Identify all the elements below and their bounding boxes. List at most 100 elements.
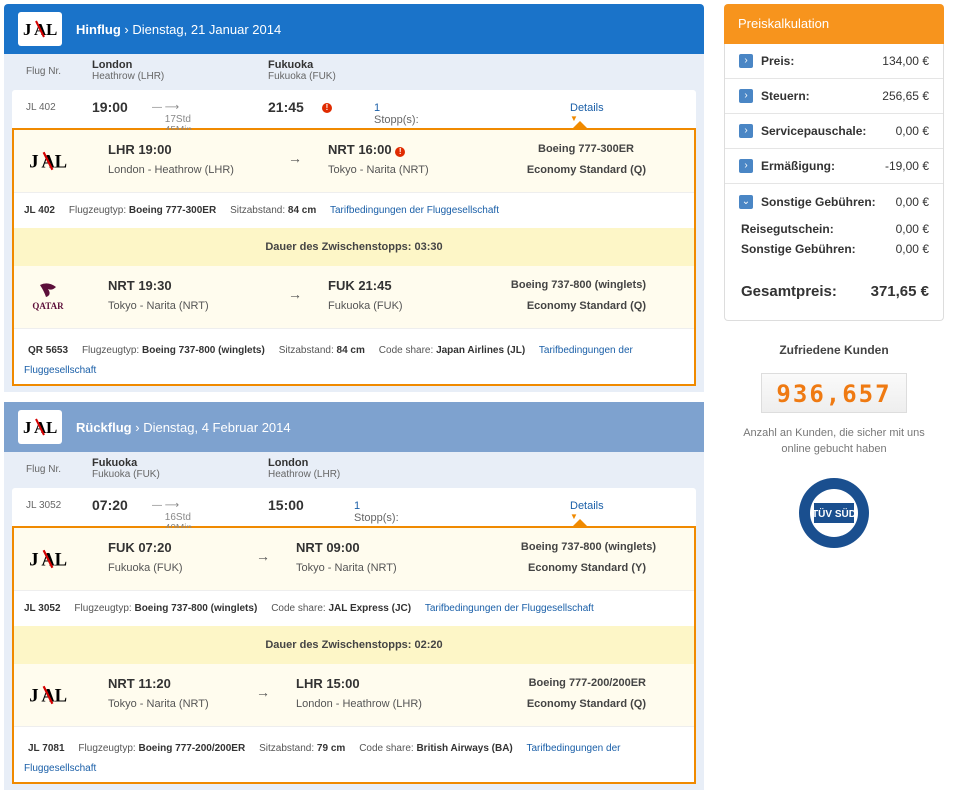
segment-info: JL 7081 Flugzeugtyp: Boeing 777-200/200E… — [14, 726, 694, 782]
triangle-down-icon: ▼ — [570, 114, 578, 123]
flight-code: JL 402 — [26, 102, 56, 113]
price-label: Ermäßigung: — [761, 159, 835, 173]
fare-rules-link[interactable]: Tarifbedingungen der Fluggesellschaft — [24, 743, 621, 774]
price-row-steuern[interactable]: › Steuern: 256,65 € — [725, 79, 943, 114]
segment-info: QR 5653 Flugzeugtyp: Boeing 737-800 (win… — [14, 328, 694, 384]
segment-departure-city: Fukuoka (FUK) — [108, 562, 183, 574]
chevron-right-icon[interactable]: › — [739, 124, 753, 138]
departure-time: 07:20 — [92, 497, 128, 513]
price-row-preis[interactable]: › Preis: 134,00 € — [725, 44, 943, 79]
price-row-other-fees[interactable]: ⌄ Sonstige Gebühren: 0,00 € — [725, 184, 943, 219]
outbound-summary[interactable]: JL 402 19:00 — 17Std 45Min ⟶ 21:45 ! Sto… — [12, 90, 696, 136]
stopover-duration: Dauer des Zwischenstopps: 03:30 — [14, 228, 694, 266]
stops-count-link[interactable]: 1 — [374, 102, 381, 114]
jal-logo: JAL — [26, 542, 70, 576]
sub-label: Reisegutschein: — [741, 222, 834, 236]
segment-departure-city: Tokyo - Narita (NRT) — [108, 300, 209, 312]
flight-number-label: Flug Nr. — [26, 66, 62, 77]
segment-departure-city: London - Heathrow (LHR) — [108, 164, 234, 176]
segment-aircraft: Boeing 777-300ER — [538, 143, 634, 155]
chevron-right-icon[interactable]: › — [739, 89, 753, 103]
segment: JAL LHR 19:00 London - Heathrow (LHR) → … — [14, 130, 694, 192]
fare-rules-link[interactable]: Tarifbedingungen der Fluggesellschaft — [24, 345, 633, 376]
fare-rules-link[interactable]: Tarifbedingungen der Fluggesellschaft — [329, 205, 499, 216]
return-title: Rückflug › Dienstag, 4 Februar 2014 — [76, 419, 291, 435]
price-value: 0,00 € — [895, 194, 929, 209]
jal-logo: JAL — [26, 678, 70, 712]
svg-text:L: L — [55, 550, 67, 570]
svg-text:L: L — [46, 418, 57, 437]
segment-class: Economy Standard (Q) — [526, 164, 646, 176]
segment-arrival: NRT 09:00 — [296, 540, 360, 555]
arrow-right-icon: → — [288, 150, 302, 166]
itinerary-column: JAL Hinflug › Dienstag, 21 Januar 2014 F… — [4, 4, 704, 790]
chevron-down-icon[interactable]: ⌄ — [739, 194, 753, 209]
segment-aircraft: Boeing 737-800 (winglets) — [510, 279, 646, 291]
chevron-right-icon[interactable]: › — [739, 54, 753, 68]
sidebar: Preiskalkulation › Preis: 134,00 € › Ste… — [724, 4, 944, 549]
price-calc-panel: › Preis: 134,00 € › Steuern: 256,65 € › … — [724, 44, 944, 321]
stops-count-link[interactable]: 1 — [354, 500, 361, 512]
details-toggle[interactable]: ▼ Details — [570, 500, 604, 521]
details-toggle[interactable]: ▼ Details — [570, 102, 604, 123]
price-row-discount[interactable]: › Ermäßigung: -19,00 € — [725, 149, 943, 184]
price-label: Steuern: — [761, 89, 810, 103]
segment: JAL NRT 11:20 Tokyo - Narita (NRT) → LHR… — [14, 664, 694, 726]
warning-icon: ! — [395, 147, 406, 157]
total-label: Gesamtpreis: — [741, 283, 837, 300]
svg-text:J: J — [29, 550, 38, 570]
segment-arrival-city: Fukuoka (FUK) — [328, 300, 403, 312]
svg-text:L: L — [55, 686, 67, 706]
svg-text:L: L — [55, 152, 67, 172]
return-summary[interactable]: JL 3052 07:20 — 16Std 40Min ⟶ 15:00 Stop… — [12, 488, 696, 534]
segment-departure: NRT 19:30 — [108, 278, 172, 293]
arrow-right-icon: → — [256, 684, 270, 700]
details-link[interactable]: Details — [570, 102, 604, 114]
outbound-details: JAL LHR 19:00 London - Heathrow (LHR) → … — [12, 128, 696, 386]
return-header: JAL Rückflug › Dienstag, 4 Februar 2014 — [4, 402, 704, 452]
outbound-title: Hinflug › Dienstag, 21 Januar 2014 — [76, 21, 282, 37]
svg-text:QATAR: QATAR — [32, 301, 64, 311]
duration: — 17Std 45Min ⟶ — [152, 102, 192, 136]
outbound-header: JAL Hinflug › Dienstag, 21 Januar 2014 — [4, 4, 704, 54]
price-row-service[interactable]: › Servicepauschale: 0,00 € — [725, 114, 943, 149]
sub-row-other: Sonstige Gebühren: 0,00 € — [725, 239, 943, 259]
warning-icon: ! — [322, 103, 332, 113]
segment: QATAR NRT 19:30 Tokyo - Narita (NRT) → F… — [14, 266, 694, 328]
segment-departure-city: Tokyo - Narita (NRT) — [108, 698, 209, 710]
stops: Stopp(s): 1 — [354, 500, 399, 524]
flight-number-label: Flug Nr. — [26, 464, 62, 475]
segment-info: JL 3052 Flugzeugtyp: Boeing 737-800 (win… — [14, 590, 694, 626]
return-details: JAL FUK 07:20 Fukuoka (FUK) → NRT 09:00 … — [12, 526, 696, 784]
svg-text:J: J — [29, 686, 38, 706]
details-link[interactable]: Details — [570, 500, 604, 512]
details-notch — [572, 519, 588, 527]
price-calc-title: Preiskalkulation — [724, 4, 944, 44]
customers-note: Anzahl an Kunden, die sicher mit uns onl… — [743, 427, 925, 455]
tuv-badge-icon: TÜV SÜD — [798, 477, 870, 549]
sub-row-voucher: Reisegutschein: 0,00 € — [725, 219, 943, 239]
price-label: Sonstige Gebühren: — [761, 194, 876, 209]
outbound-body: Flug Nr. London Heathrow (LHR) Fukuoka Fuk… — [4, 54, 704, 392]
chevron-right-icon[interactable]: › — [739, 159, 753, 173]
segment-departure: NRT 11:20 — [108, 676, 171, 691]
svg-text:J: J — [23, 418, 32, 437]
svg-text:L: L — [46, 20, 57, 39]
customers-title: Zufriedene Kunden — [779, 343, 889, 357]
total-row: Gesamtpreis: 371,65 € — [725, 283, 943, 300]
outbound-route-labels: Flug Nr. London Heathrow (LHR) Fukuoka Fuk… — [12, 54, 696, 90]
stops: Stopp(s): 1 — [374, 102, 419, 126]
return-body: Flug Nr. Fukuoka Fukuoka (FUK) London Heat… — [4, 452, 704, 790]
arrival-time: 15:00 — [268, 497, 304, 513]
price-value: 256,65 € — [882, 89, 929, 103]
segment-arrival: NRT 16:00 ! — [328, 142, 406, 157]
jal-logo: JAL — [18, 12, 62, 46]
fare-rules-link[interactable]: Tarifbedingungen der Fluggesellschaft — [424, 603, 594, 614]
segment-info: JL 402 Flugzeugtyp: Boeing 777-300ER Sit… — [14, 192, 694, 228]
duration: — 16Std 40Min ⟶ — [152, 500, 192, 534]
origin: Fukuoka Fukuoka (FUK) — [92, 457, 160, 480]
triangle-down-icon: ▼ — [570, 512, 578, 521]
arrival-time: 21:45 — [268, 99, 304, 115]
sub-label: Sonstige Gebühren: — [741, 242, 856, 256]
sub-value: 0,00 € — [895, 222, 929, 236]
